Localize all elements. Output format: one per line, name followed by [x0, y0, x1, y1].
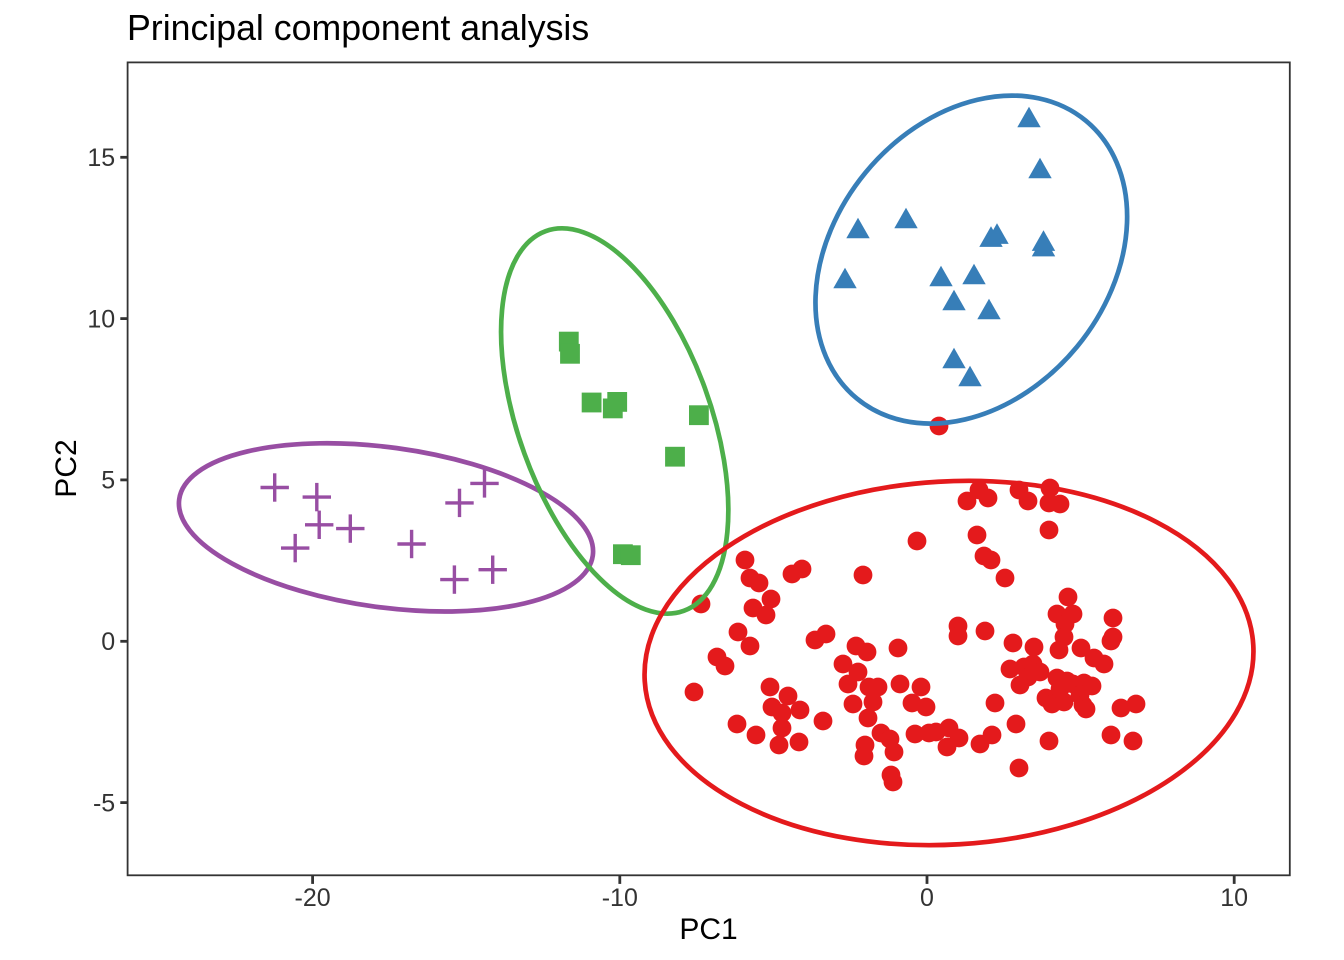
svg-text:0: 0: [101, 628, 115, 656]
svg-text:15: 15: [87, 144, 115, 172]
svg-text:5: 5: [101, 467, 115, 495]
svg-text:PC1: PC1: [679, 913, 737, 946]
svg-text:-10: -10: [602, 884, 638, 912]
svg-text:10: 10: [87, 305, 115, 333]
svg-text:-5: -5: [93, 789, 115, 817]
svg-text:Principal component analysis: Principal component analysis: [127, 8, 589, 48]
svg-text:10: 10: [1220, 884, 1248, 912]
svg-text:0: 0: [920, 884, 934, 912]
svg-text:-20: -20: [295, 884, 331, 912]
svg-text:PC2: PC2: [50, 439, 83, 497]
